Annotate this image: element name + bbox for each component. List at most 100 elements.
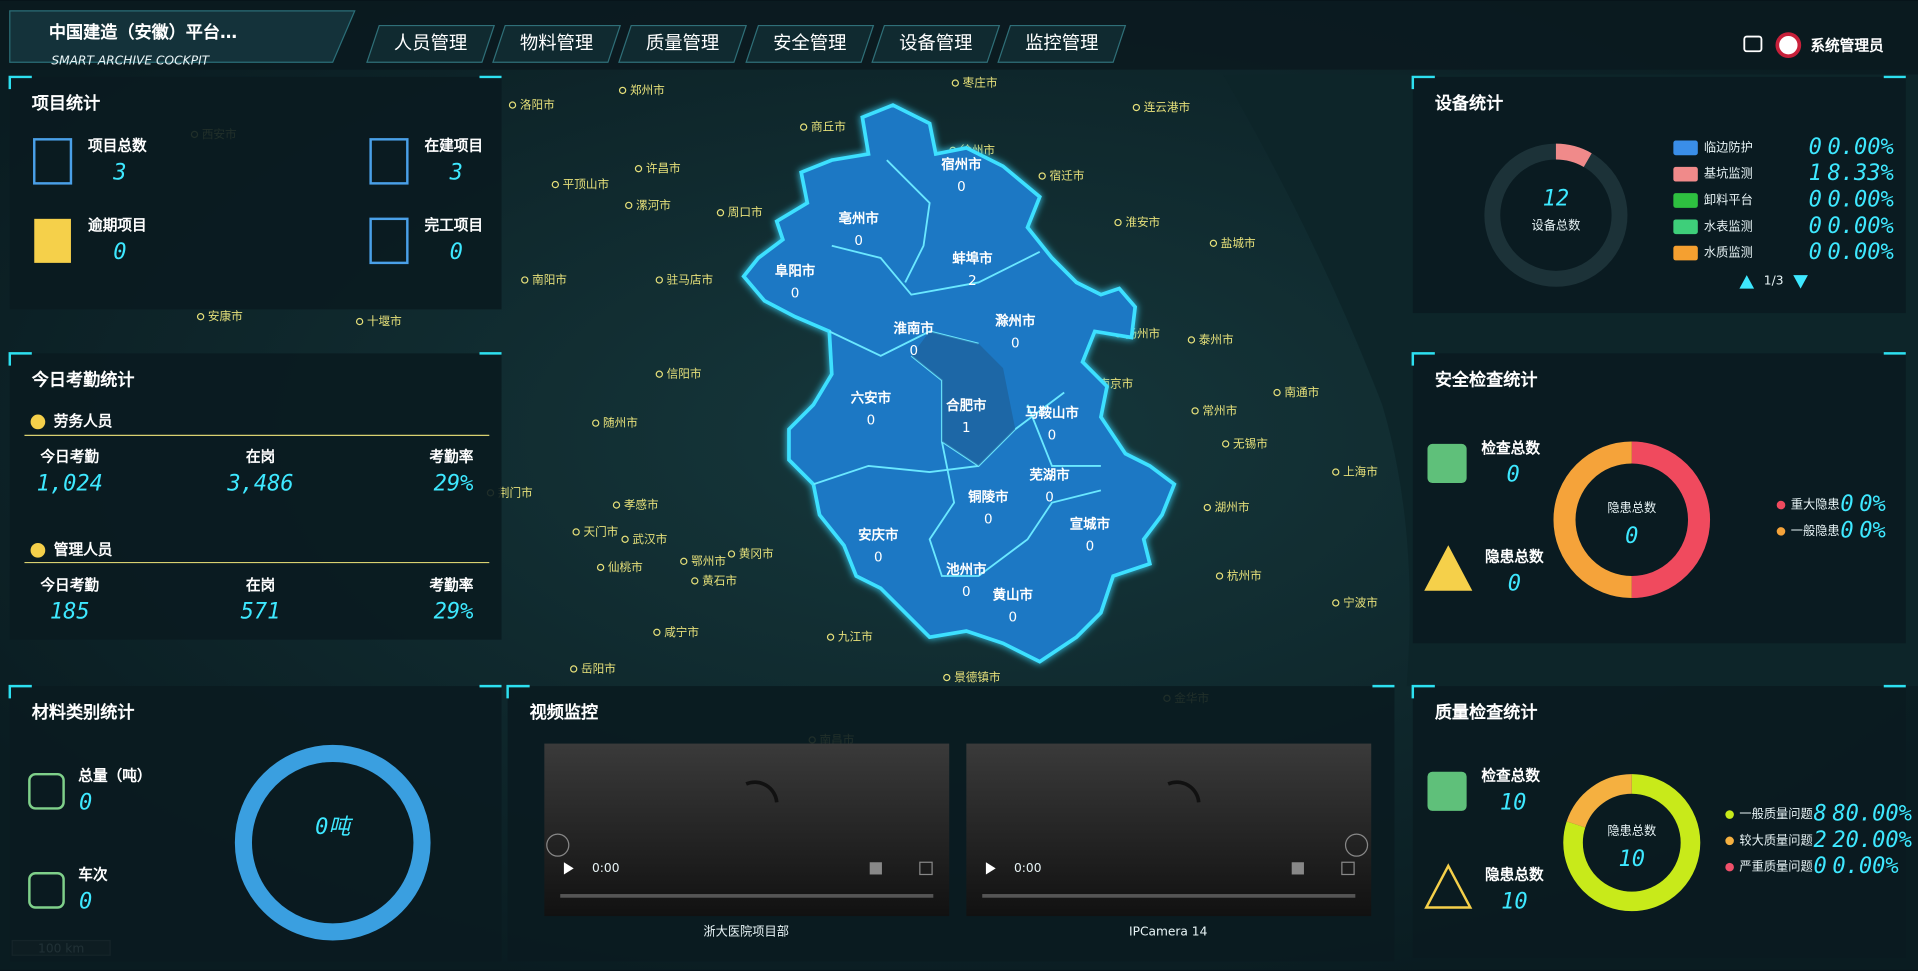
stat-label: 在建项目 (424, 137, 483, 155)
menu-item[interactable]: 安全管理 (773, 33, 846, 54)
menu-tab[interactable] (366, 24, 496, 63)
legend-share: 20.00% (1832, 828, 1911, 853)
map-dot (951, 79, 960, 87)
legend-label: 较大质量问题 (1739, 832, 1812, 847)
legend-count: 8 (1814, 802, 1827, 827)
volume-button[interactable] (1291, 862, 1304, 875)
map-label: 商丘市 (811, 120, 846, 134)
next-camera[interactable] (1344, 833, 1369, 857)
panel-corner (8, 684, 502, 699)
menu-item[interactable]: 物料管理 (520, 33, 593, 54)
legend-swatch (1673, 140, 1698, 156)
menu-tab[interactable] (871, 24, 1001, 63)
material-ring (234, 744, 431, 941)
att-value: 571 (241, 600, 281, 625)
map-dot (355, 317, 364, 326)
map-label: 随州市 (603, 416, 638, 430)
play-button[interactable] (985, 862, 996, 875)
map-dot (625, 201, 633, 210)
legend-share: 0% (1859, 518, 1886, 543)
menu-tab[interactable] (492, 24, 622, 63)
avatar[interactable] (1775, 32, 1802, 58)
stat-label: 逾期项目 (88, 216, 147, 234)
legend-count: 0 (1809, 214, 1822, 239)
menu-item[interactable]: 监控管理 (1025, 33, 1098, 54)
fullscreen-button[interactable] (919, 861, 933, 876)
volume-button[interactable] (869, 862, 882, 875)
city-value: 0 (867, 414, 876, 429)
device-total-label: 设备总数 (1531, 218, 1580, 233)
pager-down[interactable] (1793, 275, 1808, 289)
city-name: 滁州市 (995, 313, 1036, 330)
stat-value: 3 (112, 161, 126, 186)
legend-label: 卸料平台 (1704, 192, 1753, 207)
city-value: 0 (1086, 540, 1095, 555)
menu-tab[interactable] (745, 24, 875, 63)
legend-count: 0 (1840, 492, 1853, 517)
map-label: 景德镇市 (954, 670, 1001, 684)
map-label: 淮安市 (1125, 215, 1160, 229)
city-name: 蚌埠市 (952, 250, 993, 267)
legend-count: 2 (1814, 828, 1827, 853)
map-label: 洛阳市 (520, 98, 555, 112)
legend-label: 基坑监测 (1704, 166, 1753, 181)
menu-tab[interactable] (997, 24, 1127, 63)
stat-label: 完工项目 (424, 216, 483, 234)
legend-label: 一般隐患 (1791, 523, 1840, 538)
stat-icon (369, 138, 409, 185)
legend-label: 水表监测 (1704, 219, 1753, 233)
panel-title: 今日考勤统计 (31, 369, 135, 390)
map-dot (1209, 239, 1218, 247)
att-label: 今日考勤 (39, 576, 99, 594)
att-label: 在岗 (246, 576, 275, 594)
district-border (1026, 404, 1101, 467)
user-name[interactable]: 系统管理员 (1810, 36, 1884, 54)
city-value: 0 (1048, 428, 1057, 443)
menu-item[interactable]: 人员管理 (394, 33, 467, 54)
legend-share: 0.00% (1832, 854, 1898, 879)
map-dot (716, 209, 725, 217)
map-label: 常州市 (1202, 403, 1237, 417)
menu-item[interactable]: 质量管理 (646, 33, 719, 54)
map-dot (1273, 388, 1281, 397)
prev-camera[interactable] (546, 833, 570, 857)
title-plate (9, 10, 356, 63)
map-label: 咸宁市 (664, 625, 699, 639)
att-label: 考勤率 (429, 447, 473, 465)
map-dot (799, 123, 808, 131)
map-label: 天门市 (583, 524, 618, 538)
map-label: 宁波市 (1343, 595, 1378, 609)
att-value: 29% (434, 600, 474, 625)
group-name: 劳务人员 (54, 412, 113, 430)
city-name: 合肥市 (946, 397, 987, 414)
legend-share: 0.00% (1827, 214, 1893, 239)
map-label: 无锡市 (1233, 436, 1268, 450)
pager-up[interactable] (1739, 275, 1755, 289)
map-dot (592, 419, 600, 427)
map-dot (1191, 407, 1199, 415)
fullscreen-button[interactable] (1341, 861, 1355, 876)
legend-swatch (1673, 193, 1698, 208)
map-dot (572, 528, 580, 536)
play-button[interactable] (563, 862, 574, 875)
legend-label: 严重质量问题 (1739, 860, 1812, 874)
att-label: 考勤率 (429, 576, 473, 594)
city-name: 黄山市 (993, 587, 1034, 604)
menu-item[interactable]: 设备管理 (899, 33, 972, 54)
map-dot (655, 370, 663, 378)
menu-tab[interactable] (618, 24, 748, 63)
map-label: 漯河市 (636, 198, 671, 212)
map-label: 宿迁市 (1050, 169, 1085, 183)
settings-icon[interactable] (1743, 35, 1763, 53)
legend-dot (1776, 527, 1786, 536)
donut-center-label: 隐患总数 (1607, 823, 1656, 838)
map-label: 盐城市 (1221, 236, 1256, 250)
att-label: 在岗 (246, 447, 275, 465)
map-label: 泰州市 (1199, 332, 1234, 346)
map-dot (521, 276, 529, 284)
district-border (928, 441, 1102, 577)
map-dot (621, 535, 629, 543)
panel-corner (1411, 352, 1906, 366)
legend-dot (1725, 810, 1734, 819)
